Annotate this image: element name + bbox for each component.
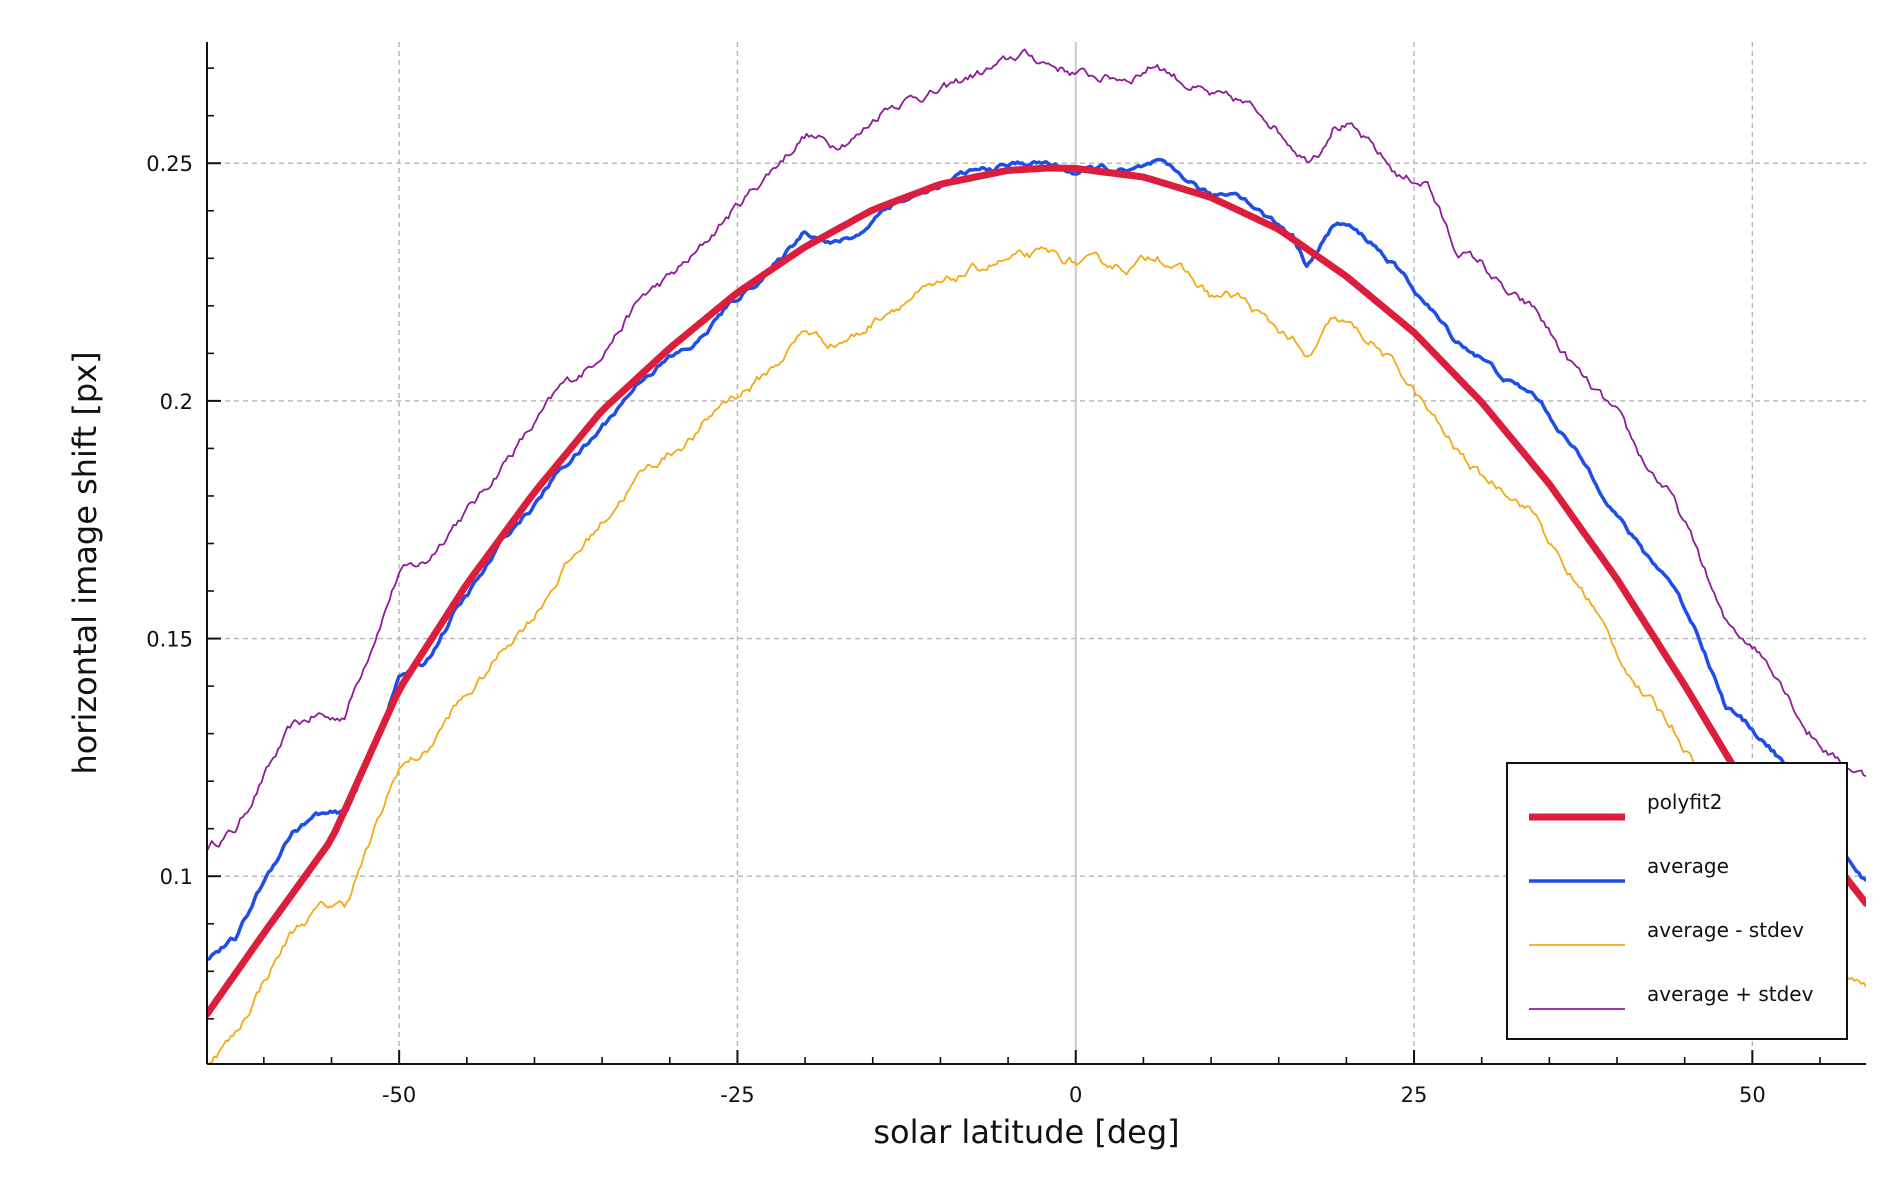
y-axis-label: horizontal image shift [px]: [66, 351, 104, 774]
series-layer: [207, 48, 1866, 1064]
series-line-average-stdev: [207, 246, 1866, 1064]
legend-label: average: [1647, 854, 1729, 878]
legend: polyfit2 average average - stdev average + …: [1506, 762, 1848, 1040]
y-tick-label: 0.15: [146, 628, 193, 652]
legend-box: [1506, 762, 1848, 1040]
y-tick-label: 0.25: [146, 152, 193, 176]
legend-label: average + stdev: [1647, 982, 1814, 1006]
y-tick-label: 0.1: [160, 865, 193, 889]
series-line-average: [207, 157, 1866, 962]
y-tick-label: 0.2: [160, 390, 193, 414]
x-tick-label: 25: [1401, 1083, 1428, 1107]
series-line-average-stdev: [207, 48, 1866, 852]
x-tick-label: -50: [382, 1083, 416, 1107]
series-line-polyfit2: [207, 164, 1866, 1018]
legend-label: average - stdev: [1647, 918, 1804, 942]
x-tick-label: -25: [720, 1083, 754, 1107]
tick-labels: -50 -25 0 25 50 0.1 0.15 0.2 0.25: [146, 152, 1765, 1107]
legend-label: polyfit2: [1647, 790, 1723, 814]
x-tick-label: 0: [1069, 1083, 1082, 1107]
x-tick-label: 50: [1739, 1083, 1766, 1107]
x-axis-label: solar latitude [deg]: [873, 1113, 1179, 1151]
axes: [206, 42, 1866, 1065]
